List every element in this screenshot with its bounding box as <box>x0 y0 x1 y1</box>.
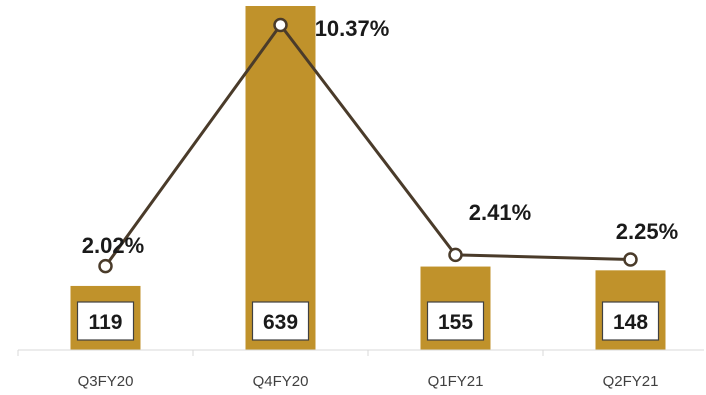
bar-value-box <box>601 301 660 341</box>
x-ticks-group <box>17 350 544 356</box>
bar-value-box <box>76 301 135 341</box>
series-line <box>104 23 631 268</box>
bar-value-label: 639 <box>263 311 298 334</box>
x-tick-label: Q1FY21 <box>428 373 484 390</box>
x-tick-label: Q4FY20 <box>253 373 309 390</box>
bar-value-label: 148 <box>613 311 648 334</box>
line-point <box>448 247 463 263</box>
bar <box>245 6 316 350</box>
labels-group: 119 Q3FY20 639 Q4FY20 155 Q1FY21 148 Q2FY21 2.02… <box>76 16 678 390</box>
bar-value-label: 155 <box>438 311 473 334</box>
line-point <box>98 258 113 274</box>
line-group <box>98 17 638 274</box>
x-tick-label: Q3FY20 <box>78 373 134 390</box>
line-value-label: 2.41% <box>469 200 531 225</box>
bar-value-label: 119 <box>89 311 123 334</box>
line-point <box>273 17 288 33</box>
bars-group <box>70 6 666 350</box>
line-value-label: 2.25% <box>616 219 678 244</box>
line-value-label: 10.37% <box>315 16 390 41</box>
x-tick-label: Q2FY21 <box>603 373 659 390</box>
line-point <box>623 252 638 267</box>
line-value-label: 2.02% <box>82 233 144 258</box>
bar-value-box <box>251 301 310 341</box>
bar-value-box <box>426 301 485 341</box>
